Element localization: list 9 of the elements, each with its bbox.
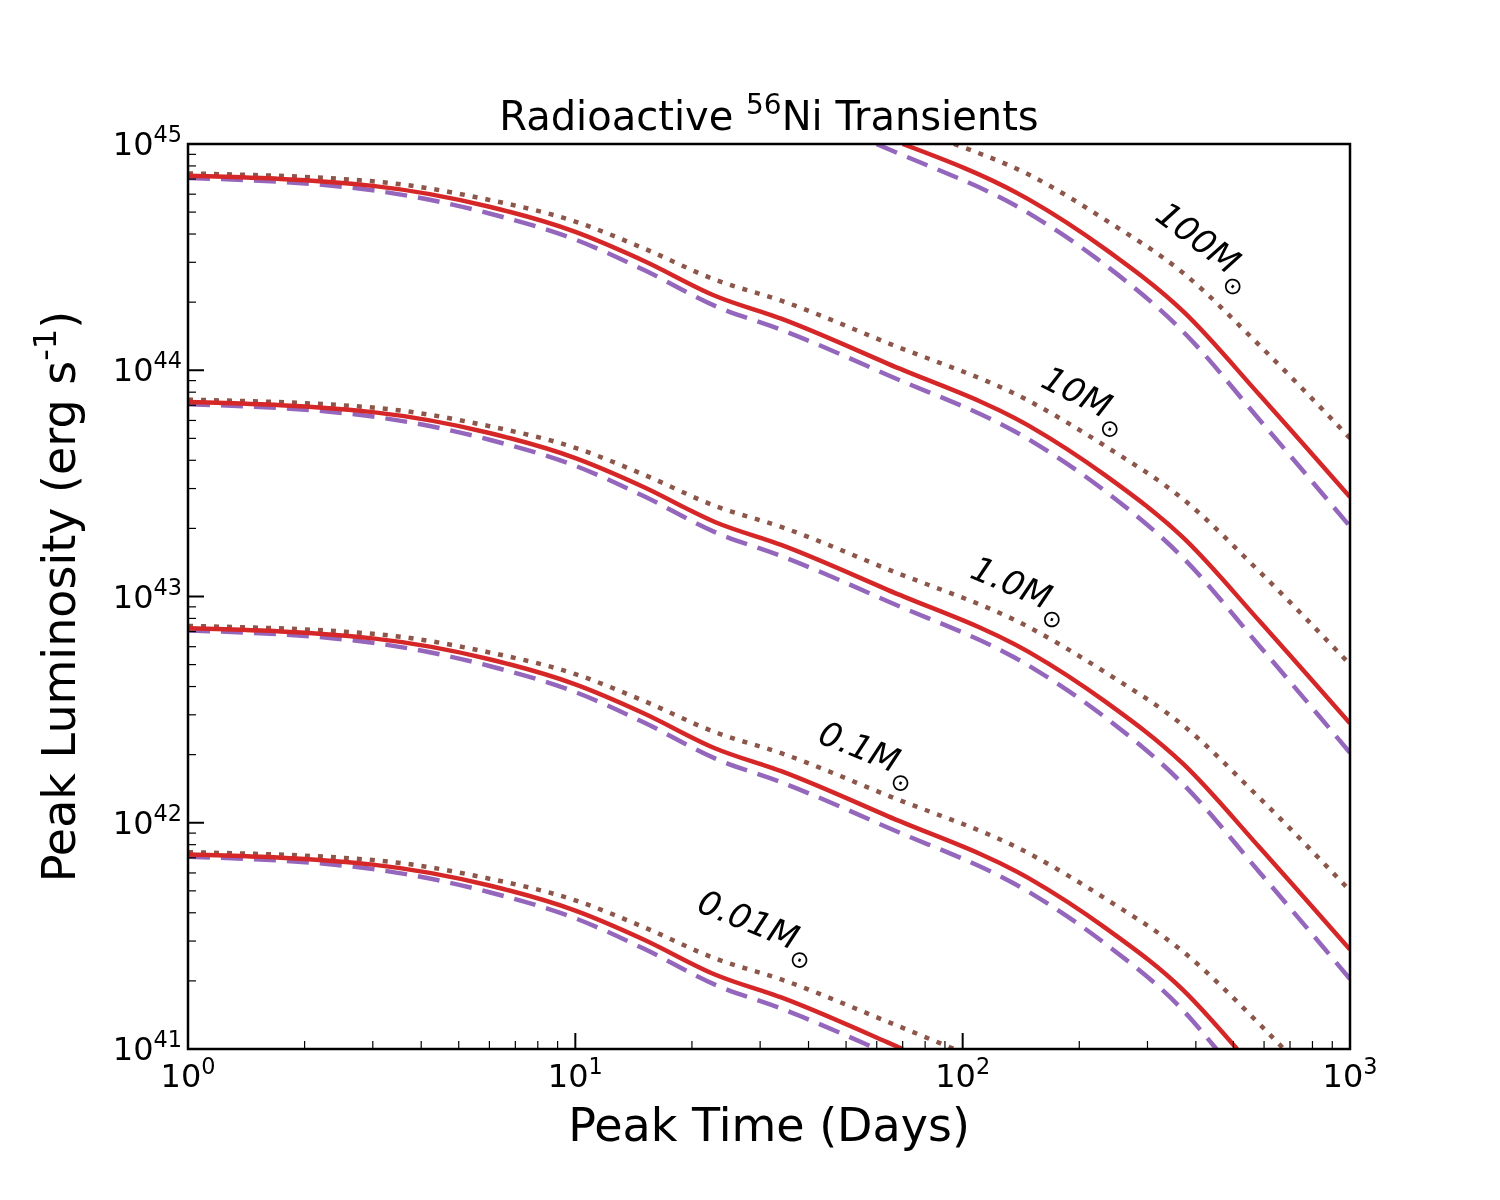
y-tick-label: 10$^{43}$ [112, 573, 182, 616]
chart-title: Radioactive $^{56}$Ni Transients [499, 87, 1039, 139]
x-axis-title: Peak Time (Days) [568, 1098, 970, 1152]
x-tick-label: 10$^{2}$ [935, 1053, 991, 1095]
x-tick-label: 10$^{1}$ [547, 1053, 603, 1095]
y-tick-label: 10$^{45}$ [112, 121, 182, 163]
y-tick-label: 10$^{44}$ [112, 347, 182, 390]
x-tick-label: 10$^{3}$ [1322, 1053, 1378, 1095]
y-tick-label: 10$^{42}$ [112, 799, 182, 842]
